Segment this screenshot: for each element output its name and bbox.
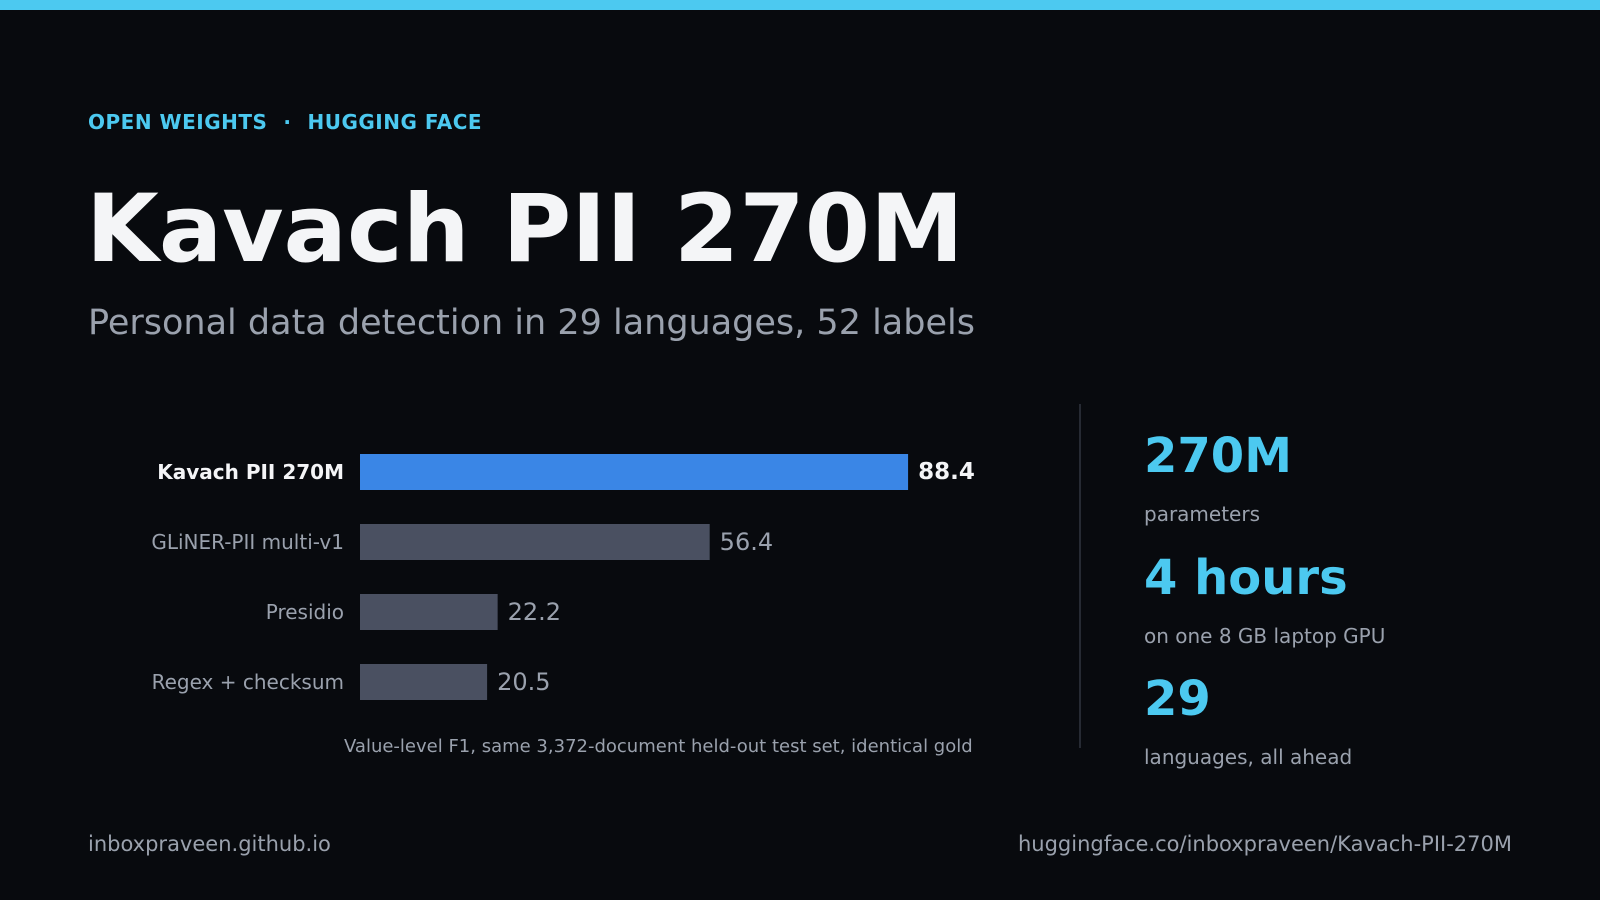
stat-label: languages, all ahead xyxy=(1144,745,1353,769)
stat-value: 270M xyxy=(1144,428,1292,484)
bar xyxy=(360,594,498,630)
stat-training-time: 4 hours on one 8 GB laptop GPU xyxy=(1144,554,1385,648)
footer-huggingface-link[interactable]: huggingface.co/inboxpraveen/Kavach-PII-2… xyxy=(1017,832,1512,856)
eyebrow: OPEN WEIGHTS · HUGGING FACE xyxy=(88,110,482,134)
stat-label: parameters xyxy=(1144,502,1261,526)
stat-label: on one 8 GB laptop GPU xyxy=(1144,624,1386,648)
eyebrow-separator: · xyxy=(283,110,292,134)
eyebrow-open-weights: OPEN WEIGHTS xyxy=(88,110,268,134)
stat-parameters: 270M parameters xyxy=(1144,432,1292,526)
vertical-divider xyxy=(1079,404,1081,748)
bar xyxy=(360,454,909,490)
f1-bar-chart: Kavach PII 270M 88.4 GLiNER-PII multi-v1 56… xyxy=(151,454,975,700)
bar-category-label: Regex + checksum xyxy=(152,670,344,694)
stat-value: 4 hours xyxy=(1144,550,1348,606)
bar-value-label: 56.4 xyxy=(720,528,773,556)
bar xyxy=(360,524,710,560)
eyebrow-hugging-face: HUGGING FACE xyxy=(307,110,483,134)
footer-site-link[interactable]: inboxpraveen.github.io xyxy=(88,832,331,856)
stat-value: 29 xyxy=(1144,671,1211,727)
bar xyxy=(360,664,488,700)
bar-value-label: 88.4 xyxy=(918,459,975,485)
bar-category-label: Presidio xyxy=(266,600,344,624)
chart-caption: Value-level F1, same 3,372-document held… xyxy=(344,736,973,757)
bar-category-label: Kavach PII 270M xyxy=(157,460,344,484)
stat-languages: 29 languages, all ahead xyxy=(1144,675,1352,769)
page-title: Kavach PII 270M xyxy=(86,175,964,284)
top-accent-bar xyxy=(0,0,1600,10)
bar-value-label: 20.5 xyxy=(497,668,550,696)
bar-category-label: GLiNER-PII multi-v1 xyxy=(151,530,344,554)
bar-value-label: 22.2 xyxy=(508,598,561,626)
page-subtitle: Personal data detection in 29 languages,… xyxy=(88,303,975,343)
